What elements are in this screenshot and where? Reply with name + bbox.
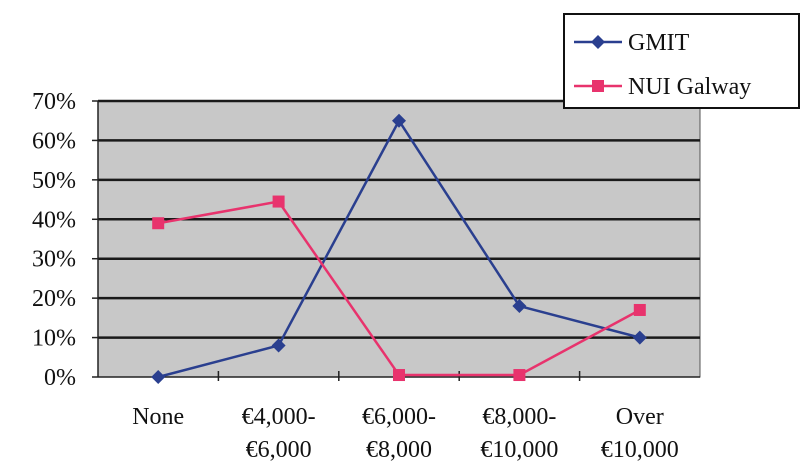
y-tick-label: 50% [32,168,76,194]
plot-area [97,99,701,378]
data-point-gmit [632,330,647,345]
y-axis: 0% 10% 20% 30% 40% 50% 60% 70% [32,89,98,391]
x-axis: None €4,000-€6,000 €6,000-€8,000 €8,000-€10… [132,371,679,463]
legend-item-gmit: GMIT [574,30,690,56]
data-point-nui-galway [513,369,526,382]
data-point-gmit [271,338,286,353]
y-tick-label: 0% [44,365,76,391]
series-gmit [151,113,647,384]
legend: GMIT NUI Galway [563,13,800,109]
data-point-gmit [151,370,166,384]
data-point-gmit [392,113,406,128]
data-point-nui-galway [152,217,165,230]
legend-marker [592,80,604,92]
x-tick-label: €8,000-€10,000 [480,404,558,463]
data-point-nui-galway [633,303,646,316]
data-point-gmit [512,299,527,314]
series-layer [151,113,647,384]
legend-label: GMIT [628,30,690,56]
y-tick-label: 30% [32,247,76,273]
y-tick-label: 70% [32,89,76,115]
legend-label: NUI Galway [628,74,751,100]
legend-box [563,13,800,109]
x-tick-label: Over €10,000 [601,404,679,463]
y-tick-label: 40% [32,207,76,233]
y-tick-label: 20% [32,286,76,312]
data-point-nui-galway [393,369,405,382]
x-tick-label: €4,000-€6,000 [242,404,316,463]
series-nui-galway [152,195,646,382]
legend-marker [591,35,605,49]
legend-item-nui-galway: NUI Galway [574,74,751,100]
data-point-nui-galway [272,195,285,208]
x-tick-label: €6,000-€8,000 [362,404,436,463]
plot-background [97,100,701,378]
y-tick-label: 60% [32,128,76,154]
y-tick-label: 10% [32,326,76,352]
x-tick-label: None [132,404,184,430]
